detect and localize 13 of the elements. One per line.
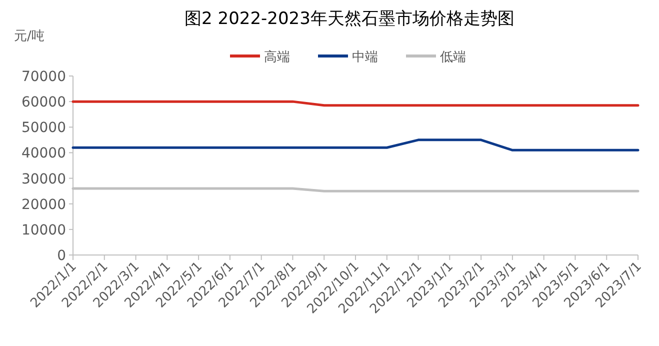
- legend-label: 中端: [352, 50, 378, 65]
- y-tick-label: 60000: [21, 94, 66, 111]
- y-axis-title: 元/吨: [14, 29, 44, 44]
- y-tick-label: 10000: [21, 222, 66, 238]
- y-tick-label: 30000: [21, 171, 66, 188]
- legend-label: 低端: [440, 50, 466, 65]
- y-tick-label: 70000: [21, 69, 66, 85]
- legend-label: 高端: [264, 49, 290, 65]
- y-tick-label: 40000: [21, 146, 66, 162]
- y-tick-label: 20000: [21, 196, 66, 213]
- chart-title: 图2 2022-2023年天然石墨市场价格走势图: [184, 9, 514, 29]
- y-tick-label: 0: [57, 248, 66, 264]
- y-tick-label: 50000: [21, 120, 66, 136]
